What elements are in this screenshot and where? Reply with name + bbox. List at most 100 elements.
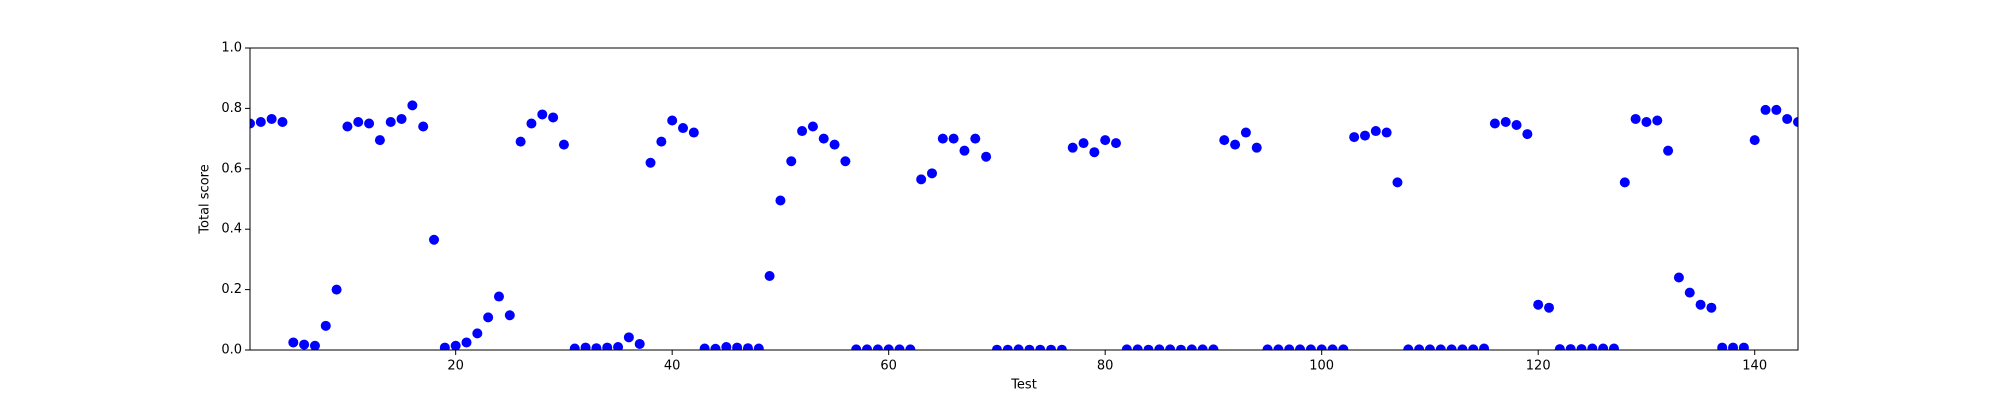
data-point <box>678 123 689 134</box>
data-point <box>1706 302 1717 313</box>
data-point <box>331 284 342 295</box>
y-tick-label: 1.0 <box>221 41 242 56</box>
data-point <box>1359 130 1370 141</box>
y-tick-label: 0.0 <box>221 343 242 358</box>
data-point <box>1078 138 1089 149</box>
data-point <box>1479 343 1490 350</box>
data-point <box>699 343 710 350</box>
data-point <box>493 291 504 302</box>
data-point <box>1511 120 1522 131</box>
data-point <box>1002 344 1013 350</box>
data-point <box>504 310 515 321</box>
data-point <box>1533 299 1544 310</box>
data-point <box>1035 344 1046 350</box>
data-point <box>472 328 483 339</box>
data-point <box>613 341 624 350</box>
y-tick-label: 0.6 <box>221 161 242 176</box>
data-point <box>1154 344 1165 350</box>
data-point <box>342 121 353 132</box>
data-point <box>1771 104 1782 115</box>
data-point <box>418 121 429 132</box>
data-point <box>580 342 591 350</box>
data-point <box>916 174 927 185</box>
data-point <box>862 344 873 350</box>
data-point <box>1392 177 1403 188</box>
data-point <box>1608 343 1619 350</box>
data-point <box>1695 299 1706 310</box>
data-point <box>1121 344 1132 350</box>
data-point <box>775 195 786 206</box>
data-point <box>1208 344 1219 350</box>
data-point <box>786 156 797 167</box>
data-point <box>656 136 667 147</box>
plot-area <box>250 100 1798 350</box>
data-point <box>1305 344 1316 350</box>
x-tick-label: 40 <box>664 359 681 374</box>
y-axis-label: Total score <box>198 164 213 234</box>
data-point <box>905 344 916 350</box>
data-point <box>623 332 634 343</box>
data-point <box>1641 116 1652 127</box>
data-point <box>1630 113 1641 124</box>
data-point <box>1652 115 1663 126</box>
data-point <box>1165 344 1176 350</box>
data-point <box>602 342 613 350</box>
data-point <box>948 133 959 144</box>
data-point <box>548 112 559 123</box>
data-point <box>970 133 981 144</box>
data-point <box>558 139 569 150</box>
data-point <box>1717 342 1728 350</box>
data-point <box>883 344 894 350</box>
data-point <box>374 135 385 146</box>
x-axis-label: Test <box>1010 378 1037 393</box>
data-point <box>1663 145 1674 156</box>
x-tick-label: 120 <box>1526 359 1551 374</box>
data-point <box>1230 139 1241 150</box>
data-point <box>872 344 883 350</box>
data-point <box>634 338 645 349</box>
data-point <box>1056 344 1067 350</box>
data-point <box>991 344 1002 350</box>
data-point <box>688 127 699 138</box>
data-point <box>439 342 450 350</box>
data-point <box>926 168 937 179</box>
data-point <box>1251 142 1262 153</box>
data-point <box>1565 344 1576 350</box>
data-point <box>515 136 526 147</box>
data-point <box>1446 344 1457 350</box>
data-point <box>1219 135 1230 146</box>
data-point <box>407 100 418 111</box>
data-point <box>1673 272 1684 283</box>
data-point <box>1522 129 1533 140</box>
data-point <box>1554 344 1565 350</box>
data-point <box>266 113 277 124</box>
y-tick-label: 0.2 <box>221 282 242 297</box>
data-point <box>1067 142 1078 153</box>
data-point <box>1197 344 1208 350</box>
data-point <box>255 116 266 127</box>
data-point <box>1424 344 1435 350</box>
data-point <box>483 312 494 323</box>
x-tick-label: 140 <box>1742 359 1767 374</box>
data-point <box>1046 344 1057 350</box>
data-point <box>1381 127 1392 138</box>
data-point <box>1132 344 1143 350</box>
data-point <box>1186 344 1197 350</box>
data-point <box>364 118 375 129</box>
data-point <box>288 337 299 348</box>
data-point <box>1338 344 1349 350</box>
data-point <box>1760 104 1771 115</box>
data-point <box>937 133 948 144</box>
data-point <box>1576 344 1587 350</box>
data-point <box>1587 343 1598 350</box>
data-point <box>807 121 818 132</box>
data-point <box>721 341 732 350</box>
data-point <box>1024 344 1035 350</box>
data-point <box>645 157 656 168</box>
data-point <box>250 118 255 129</box>
data-point <box>742 343 753 350</box>
data-point <box>1544 302 1555 313</box>
data-point <box>1684 287 1695 298</box>
data-point <box>1738 342 1749 350</box>
data-point <box>537 109 548 120</box>
